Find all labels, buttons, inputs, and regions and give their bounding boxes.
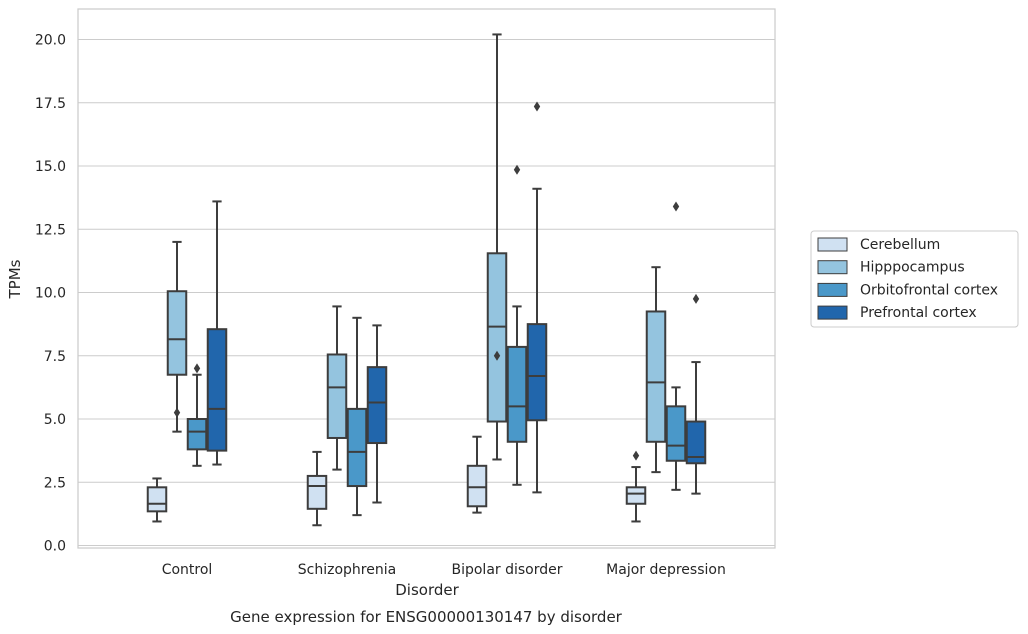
box-cerebellum (466, 435, 488, 514)
box-prefrontal-cortex (366, 324, 388, 504)
box-orbitofrontal-cortex (186, 363, 208, 467)
box-orbitofrontal-cortex (506, 164, 528, 486)
iqr-box (645, 310, 667, 443)
x-tick-label: Schizophrenia (298, 562, 396, 578)
y-tick-label: 17.5 (35, 96, 66, 112)
iqr-box (306, 474, 328, 510)
iqr-box (466, 464, 488, 508)
outlier-point (692, 293, 700, 304)
iqr-box (366, 366, 388, 445)
x-tick-label: Bipolar disorder (451, 562, 562, 578)
y-tick-label: 0.0 (44, 539, 66, 555)
box-prefrontal-cortex (526, 101, 548, 494)
box-cerebellum (306, 450, 328, 527)
outlier-point (193, 363, 201, 374)
y-tick-label: 7.5 (44, 349, 66, 365)
box-orbitofrontal-cortex (665, 201, 687, 491)
iqr-box (685, 420, 707, 465)
legend-label: Prefrontal cortex (860, 305, 977, 321)
y-tick-label: 5.0 (44, 412, 66, 428)
outlier-point (173, 407, 181, 418)
box-hipppocampus (645, 266, 667, 474)
x-axis-ticks: Control Schizophrenia Bipolar disorder Majo… (162, 562, 726, 578)
legend-swatch (817, 282, 848, 297)
box-hipppocampus (166, 240, 188, 433)
legend-swatch (817, 260, 848, 275)
box-prefrontal-cortex (206, 200, 228, 466)
iqr-box (486, 252, 508, 423)
y-axis-ticks: 0.0 2.5 5.0 7.5 10.0 12.5 15.0 17.5 20.0 (35, 33, 66, 555)
x-tick-label: Major depression (606, 562, 726, 578)
iqr-box (506, 345, 528, 443)
iqr-box (346, 407, 368, 488)
legend-label: Hipppocampus (860, 260, 965, 276)
plot-frame (77, 8, 776, 549)
outlier-point (672, 201, 680, 212)
outlier-point (493, 350, 501, 361)
box-prefrontal-cortex (685, 293, 707, 495)
outlier-point (533, 101, 541, 112)
x-axis-title: Disorder (395, 581, 459, 599)
legend: Cerebellum Hipppocampus Orbitofrontal cort… (810, 230, 1019, 328)
y-tick-label: 15.0 (35, 159, 66, 175)
iqr-box (326, 353, 348, 439)
y-axis-title: TPMs (6, 259, 24, 299)
chart-title: Gene expression for ENSG00000130147 by d… (230, 608, 623, 626)
y-tick-label: 2.5 (44, 475, 66, 491)
y-tick-label: 20.0 (35, 33, 66, 49)
box-hipppocampus (486, 33, 508, 461)
legend-swatch (817, 305, 848, 320)
iqr-box (166, 290, 188, 376)
iqr-box (146, 486, 168, 513)
legend-label: Cerebellum (860, 237, 940, 253)
iqr-box (625, 486, 647, 505)
box-cerebellum (146, 477, 168, 523)
legend-label: Orbitofrontal cortex (860, 282, 998, 298)
iqr-box (526, 323, 548, 422)
boxes (146, 33, 707, 527)
box-orbitofrontal-cortex (346, 316, 368, 517)
y-tick-label: 10.0 (35, 286, 66, 302)
legend-frame (810, 230, 1019, 328)
y-tick-label: 12.5 (35, 222, 66, 238)
outlier-point (632, 450, 640, 461)
x-tick-label: Control (162, 562, 213, 578)
legend-swatch (817, 237, 848, 252)
legend-items: Cerebellum Hipppocampus Orbitofrontal cort… (817, 237, 998, 321)
iqr-box (186, 418, 208, 451)
iqr-box (206, 328, 228, 452)
box-hipppocampus (326, 305, 348, 471)
box-cerebellum (625, 450, 647, 523)
outlier-point (513, 164, 521, 175)
iqr-box (665, 405, 687, 462)
